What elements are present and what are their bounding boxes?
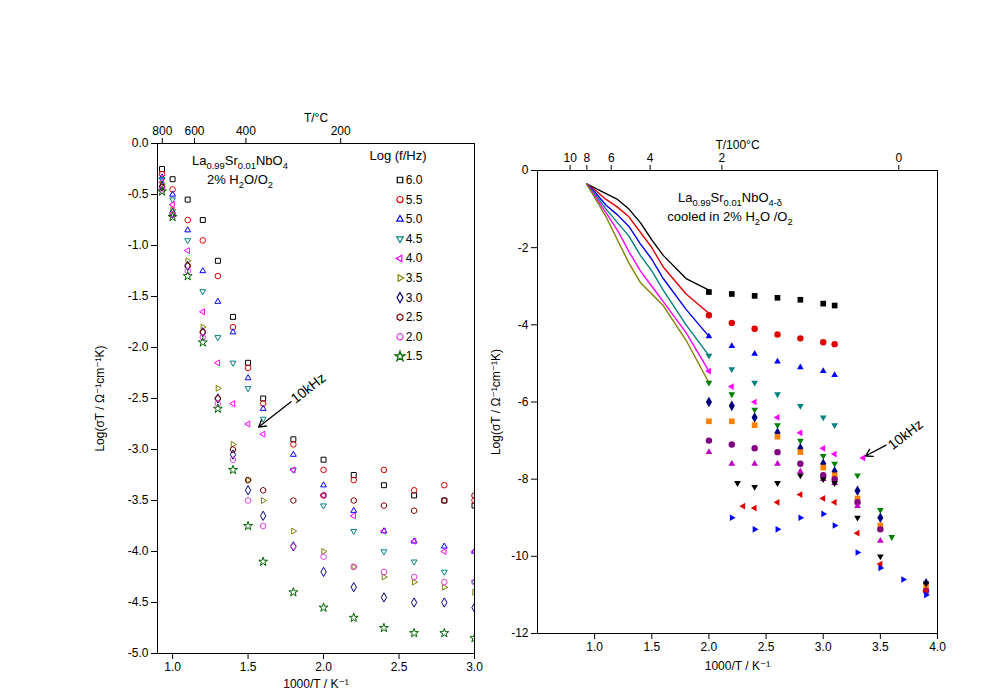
svg-text:6.0: 6.0	[406, 173, 423, 187]
svg-text:-2.5: -2.5	[128, 391, 149, 405]
svg-text:-3.0: -3.0	[128, 442, 149, 456]
svg-text:-1.0: -1.0	[128, 238, 149, 252]
svg-text:3.0: 3.0	[406, 291, 423, 305]
svg-text:2.0: 2.0	[701, 640, 718, 654]
svg-text:Log (f/Hz): Log (f/Hz)	[369, 148, 426, 163]
svg-text:2.5: 2.5	[406, 310, 423, 324]
svg-text:-8: -8	[518, 472, 529, 486]
svg-text:2.0: 2.0	[406, 330, 423, 344]
svg-text:2.5: 2.5	[758, 640, 775, 654]
svg-text:T/100°C: T/100°C	[715, 138, 759, 152]
svg-text:T/°C: T/°C	[304, 111, 328, 125]
svg-text:800: 800	[152, 124, 172, 138]
svg-text:3.5: 3.5	[406, 271, 423, 285]
svg-text:-3.5: -3.5	[128, 493, 149, 507]
svg-text:La0.99Sr0.01NbO4-δ: La0.99Sr0.01NbO4-δ	[678, 190, 782, 208]
svg-text:2.5: 2.5	[391, 660, 408, 674]
svg-text:-4: -4	[518, 318, 529, 332]
svg-text:8: 8	[584, 151, 591, 165]
svg-text:5.5: 5.5	[406, 193, 423, 207]
svg-text:1.5: 1.5	[240, 660, 257, 674]
svg-text:400: 400	[236, 124, 256, 138]
svg-text:-5.0: -5.0	[128, 646, 149, 660]
svg-text:10kHz: 10kHz	[885, 416, 926, 453]
svg-text:1.5: 1.5	[406, 349, 423, 363]
svg-text:-4.5: -4.5	[128, 595, 149, 609]
svg-text:3.0: 3.0	[815, 640, 832, 654]
svg-text:1000/T / K⁻¹: 1000/T / K⁻¹	[705, 659, 770, 673]
svg-text:-10: -10	[511, 549, 529, 563]
svg-text:-12: -12	[511, 626, 529, 640]
svg-text:4.5: 4.5	[406, 232, 423, 246]
svg-text:4: 4	[647, 151, 654, 165]
svg-text:5.0: 5.0	[406, 212, 423, 226]
svg-text:-4.0: -4.0	[128, 544, 149, 558]
svg-text:Log(σT / Ω⁻¹cm⁻¹K): Log(σT / Ω⁻¹cm⁻¹K)	[489, 349, 503, 455]
svg-text:4.0: 4.0	[406, 251, 423, 265]
svg-text:200: 200	[331, 124, 351, 138]
svg-text:-1.5: -1.5	[128, 289, 149, 303]
svg-text:600: 600	[185, 124, 205, 138]
svg-text:4.0: 4.0	[929, 640, 946, 654]
svg-text:0.0: 0.0	[132, 136, 149, 150]
svg-text:3.5: 3.5	[872, 640, 889, 654]
svg-text:1000/T / K⁻¹: 1000/T / K⁻¹	[283, 677, 348, 691]
svg-text:1.0: 1.0	[164, 660, 181, 674]
svg-text:6: 6	[608, 151, 615, 165]
svg-text:La0.99Sr0.01NbO4: La0.99Sr0.01NbO4	[192, 153, 288, 171]
svg-text:-6: -6	[518, 395, 529, 409]
svg-text:10: 10	[563, 151, 577, 165]
svg-text:1.5: 1.5	[643, 640, 660, 654]
svg-text:-2: -2	[518, 241, 529, 255]
svg-text:10kHz: 10kHz	[288, 369, 329, 406]
svg-text:2% H2O/O2: 2% H2O/O2	[207, 172, 273, 190]
svg-text:3.0: 3.0	[466, 660, 483, 674]
svg-text:0: 0	[522, 163, 529, 177]
svg-text:2: 2	[719, 151, 726, 165]
svg-text:1.0: 1.0	[586, 640, 603, 654]
svg-text:-2.0: -2.0	[128, 340, 149, 354]
svg-text:Log(σT / Ω⁻¹cm⁻¹K): Log(σT / Ω⁻¹cm⁻¹K)	[93, 345, 107, 451]
svg-text:cooled in 2% H2O /O2: cooled in 2% H2O /O2	[667, 209, 792, 227]
svg-text:-0.5: -0.5	[128, 187, 149, 201]
svg-text:2.0: 2.0	[315, 660, 332, 674]
svg-text:0: 0	[895, 151, 902, 165]
